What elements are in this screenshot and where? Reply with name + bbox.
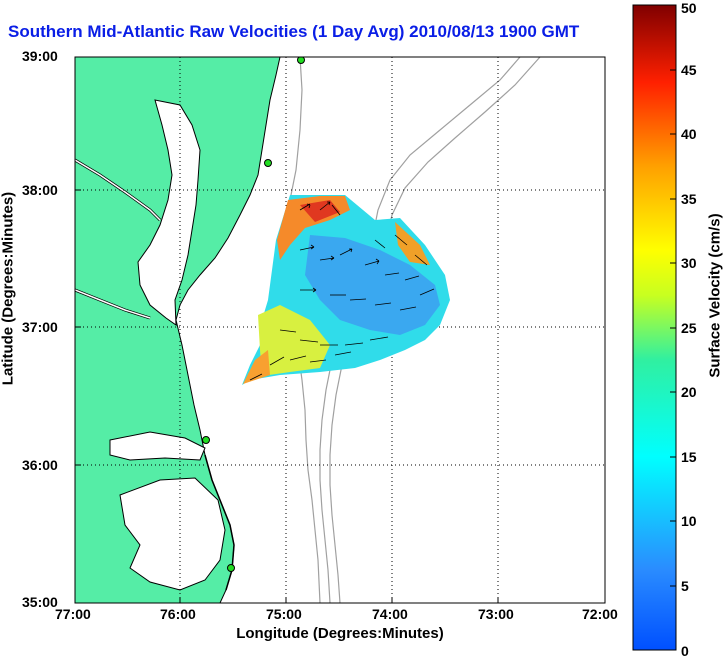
y-axis-label: Latitude (Degrees:Minutes) bbox=[0, 191, 17, 386]
colorbar-tick-label: 45 bbox=[681, 62, 697, 78]
colorbar-tick-label: 25 bbox=[681, 320, 697, 336]
colorbar-tick-label: 20 bbox=[681, 384, 697, 400]
velocity-field bbox=[242, 195, 450, 385]
potomac-river-fill bbox=[75, 159, 161, 221]
axes-frame bbox=[74, 56, 606, 604]
station-marker[interactable] bbox=[264, 159, 272, 167]
chesapeake-bay bbox=[137, 99, 201, 326]
colorbar-ticks bbox=[670, 69, 676, 587]
x-tick-label: 73:00 bbox=[478, 606, 514, 622]
y-tick-label: 35:00 bbox=[22, 594, 58, 610]
y-tick-label: 38:00 bbox=[22, 182, 58, 198]
y-tick-label: 36:00 bbox=[22, 457, 58, 473]
station-marker[interactable] bbox=[297, 57, 305, 64]
x-axis-label: Longitude (Degrees:Minutes) bbox=[236, 625, 444, 642]
axis-ticks bbox=[75, 189, 499, 603]
station-marker[interactable] bbox=[227, 564, 235, 572]
y-tick-label: 39:00 bbox=[22, 48, 58, 64]
colorbar-tick-label: 5 bbox=[681, 578, 689, 594]
colorbar-tick-label: 35 bbox=[681, 191, 697, 207]
stations bbox=[202, 57, 305, 572]
x-tick-label: 72:00 bbox=[582, 606, 618, 622]
colorbar-gradient bbox=[632, 4, 677, 651]
x-tick-label: 77:00 bbox=[55, 606, 91, 622]
velocity-region-blue bbox=[305, 235, 440, 335]
velocity-vectors bbox=[249, 201, 435, 381]
velocity-region-orange-south bbox=[243, 350, 270, 384]
colorbar-tick-label: 40 bbox=[681, 126, 697, 142]
colorbar-tick-label: 50 bbox=[681, 0, 697, 16]
colorbar-tick-label: 0 bbox=[681, 643, 689, 659]
x-tick-label: 74:00 bbox=[372, 606, 408, 622]
albemarle-sound bbox=[109, 431, 206, 461]
colorbar-tick-label: 10 bbox=[681, 513, 697, 529]
colorbar-tick-label: 30 bbox=[681, 255, 697, 271]
y-tick-label: 37:00 bbox=[22, 319, 58, 335]
x-tick-label: 76:00 bbox=[160, 606, 196, 622]
velocity-region-yellow bbox=[258, 305, 330, 376]
velocity-region-orange-east bbox=[395, 222, 430, 265]
map-title: Southern Mid-Atlantic Raw Velocities (1 … bbox=[8, 22, 580, 41]
x-tick-label: 75:00 bbox=[266, 606, 302, 622]
colorbar-tick-label: 15 bbox=[681, 449, 697, 465]
colorbar-label: Surface Velocity (cm/s) bbox=[706, 213, 724, 378]
james-river-fill bbox=[75, 289, 151, 319]
pamlico-sound bbox=[119, 477, 226, 591]
station-marker[interactable] bbox=[202, 436, 210, 444]
